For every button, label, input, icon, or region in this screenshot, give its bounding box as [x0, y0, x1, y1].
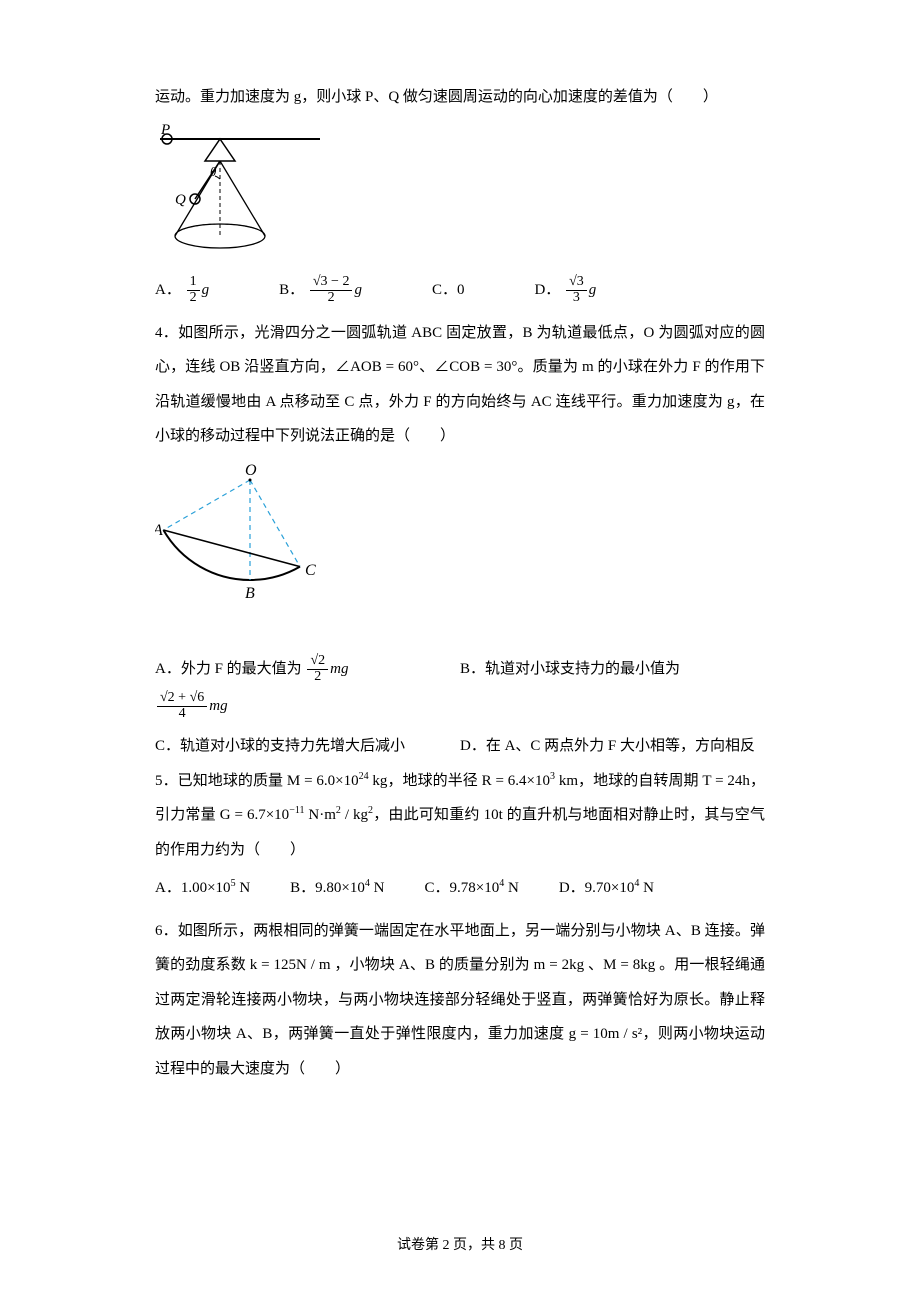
q4-opt-D: D．在 A、C 两点外力 F 大小相等，方向相反 — [460, 729, 765, 764]
page-footer: 试卷第 2 页，共 8 页 — [0, 1230, 920, 1262]
q3-continuation: 运动。重力加速度为 g，则小球 P、Q 做匀速圆周运动的向心加速度的差值为（ ） — [155, 80, 765, 115]
q3-opt-A: A． 12g — [155, 273, 209, 308]
label-Q: Q — [175, 192, 186, 208]
q3-options: A． 12g B． √3 − 22g C．0 D． √33g — [155, 273, 765, 308]
label-B: B — [245, 585, 255, 602]
q4-stem: 4．如图所示，光滑四分之一圆弧轨道 ABC 固定放置，B 为轨道最低点，O 为圆… — [155, 316, 765, 454]
q4-opt-B-part1: B．轨道对小球支持力的最小值为 — [460, 652, 765, 687]
label-O: O — [245, 462, 257, 479]
label-C: C — [305, 562, 316, 579]
q3-diagram: P Q θ — [155, 121, 765, 270]
arc-diagram-svg: O A B C — [155, 460, 355, 635]
q5-options: A．1.00×105 N B．9.80×104 N C．9.78×104 N D… — [155, 871, 765, 906]
q3-opt-C: C．0 — [432, 273, 465, 308]
q3-opt-B: B． √3 − 22g — [279, 273, 362, 308]
q4-opt-row2: C．轨道对小球的支持力先增大后减小 D．在 A、C 两点外力 F 大小相等，方向… — [155, 729, 765, 764]
label-A: A — [155, 522, 163, 539]
q4-opt-B-part2: √2 + √64mg — [155, 689, 765, 724]
q4-opt-row1: A．外力 F 的最大值为 √22mg B．轨道对小球支持力的最小值为 — [155, 652, 765, 687]
q5-opt-D: D．9.70×104 N — [559, 871, 654, 906]
cone-diagram-svg: P Q θ — [155, 121, 325, 256]
q4-opt-A: A．外力 F 的最大值为 √22mg — [155, 652, 460, 687]
q5-opt-B: B．9.80×104 N — [290, 871, 384, 906]
q4-diagram: O A B C — [155, 460, 765, 649]
q4-opt-C: C．轨道对小球的支持力先增大后减小 — [155, 729, 460, 764]
label-theta: θ — [210, 164, 217, 179]
q5-opt-C: C．9.78×104 N — [424, 871, 518, 906]
q3-first-line: 运动。重力加速度为 g，则小球 P、Q 做匀速圆周运动的向心加速度的差值为（ ） — [155, 89, 718, 105]
label-P: P — [160, 122, 170, 138]
q3-opt-D: D． √33g — [534, 273, 596, 308]
q5-opt-A: A．1.00×105 N — [155, 871, 250, 906]
page: 运动。重力加速度为 g，则小球 P、Q 做匀速圆周运动的向心加速度的差值为（ ）… — [0, 0, 920, 1302]
q6-stem: 6．如图所示，两根相同的弹簧一端固定在水平地面上，另一端分别与小物块 A、B 连… — [155, 914, 765, 1087]
q5-stem: 5．已知地球的质量 M = 6.0×1024 kg，地球的半径 R = 6.4×… — [155, 764, 765, 868]
